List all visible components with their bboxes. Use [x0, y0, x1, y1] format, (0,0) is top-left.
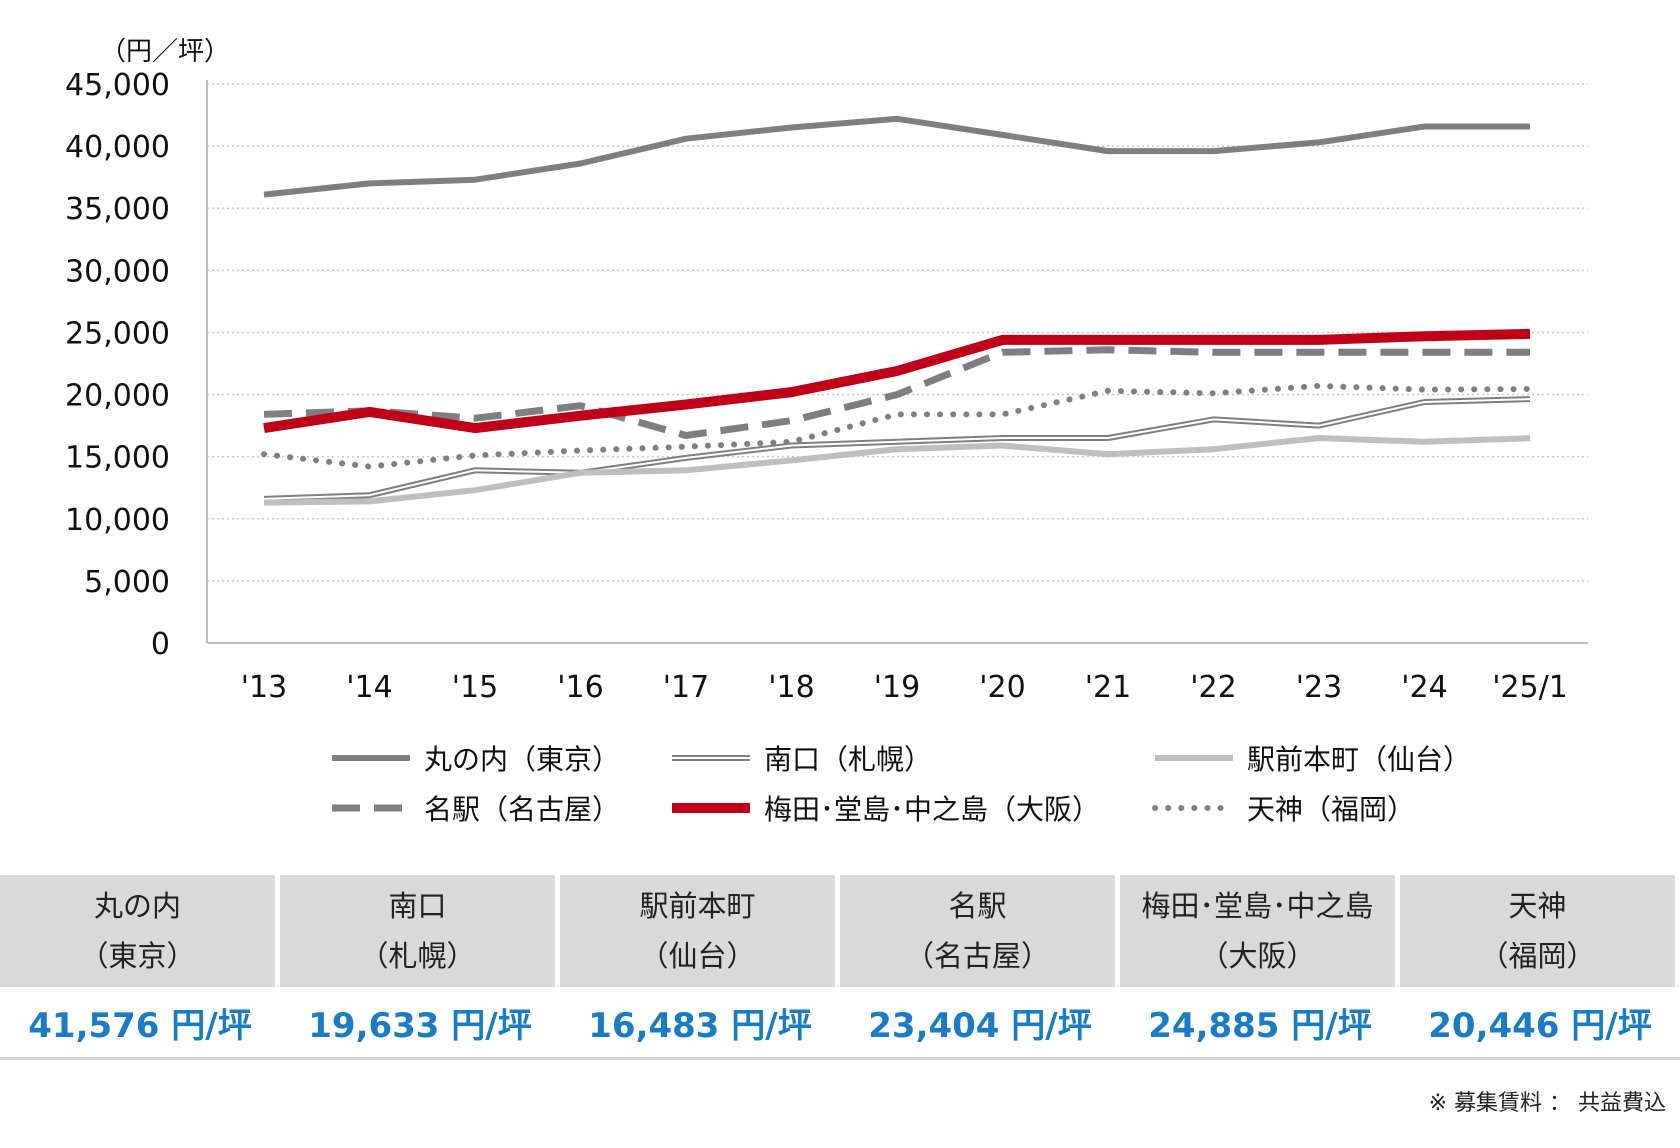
area-name: 梅田･堂島･中之島	[1141, 889, 1374, 923]
series-line-5	[261, 382, 1533, 470]
summary-header: 梅田･堂島･中之島 （大阪）	[1120, 875, 1400, 987]
legend-item: 駅前本町（仙台）	[1155, 743, 1471, 776]
legend-item: 梅田･堂島･中之島（大阪）	[672, 793, 1100, 826]
x-tick-label: '13	[241, 670, 287, 705]
summary-col-minamiguchi: 南口 （札幌） 19,633 円/坪	[280, 875, 560, 1057]
x-tick-label: '14	[346, 670, 392, 705]
gridlines	[207, 83, 1588, 582]
rent-value: 24,885 円/坪	[1148, 1005, 1372, 1046]
x-tick-label: '16	[557, 670, 603, 705]
summary-col-ekimae-honmachi: 駅前本町 （仙台） 16,483 円/坪	[560, 875, 840, 1057]
legend-label: 丸の内（東京）	[424, 743, 620, 776]
area-name: 天神	[1508, 889, 1567, 923]
y-tick-label: 40,000	[65, 130, 170, 165]
rent-value: 41,576 円/坪	[28, 1005, 252, 1046]
x-tick-label: '18	[768, 670, 814, 705]
summary-col-meieki: 名駅 （名古屋） 23,404 円/坪	[840, 875, 1120, 1057]
summary-header: 名駅 （名古屋）	[840, 875, 1120, 987]
summary-col-tenjin: 天神 （福岡） 20,446 円/坪	[1400, 875, 1680, 1057]
x-tick-label: '21	[1085, 670, 1131, 705]
legend: 丸の内（東京） 南口（札幌） 駅前本町（仙台） 名駅（名古屋） 梅田･堂島･中之島（大阪…	[332, 743, 1471, 826]
x-tick-label: '24	[1401, 670, 1447, 705]
series-line-2	[263, 435, 1531, 506]
y-tick-label: 15,000	[65, 441, 170, 476]
x-tick-label: '17	[663, 670, 709, 705]
line-chart: （円／坪） 45,000 40,000 35,000 30,000 25,000 20,0…	[65, 37, 1588, 826]
summary-col-marunouchi: 丸の内 （東京） 41,576 円/坪	[0, 875, 280, 1057]
city-name: （札幌）	[359, 939, 476, 973]
city-name: （仙台）	[639, 939, 756, 973]
legend-item: 名駅（名古屋）	[332, 793, 620, 826]
area-name: 南口	[388, 889, 447, 923]
legend-label: 梅田･堂島･中之島（大阪）	[764, 793, 1100, 826]
axes	[206, 80, 1588, 644]
summary-header: 南口 （札幌）	[280, 875, 560, 987]
series-line-4	[263, 328, 1531, 434]
y-unit-label: （円／坪）	[100, 37, 230, 67]
x-tick-label: '22	[1190, 670, 1236, 705]
legend-item: 丸の内（東京）	[332, 743, 620, 776]
x-tick-labels: '13 '14 '15 '16 '17 '18 '19 '20 '21 '22 '23 '24 '25/…	[241, 670, 1568, 705]
y-tick-label: 25,000	[65, 316, 170, 351]
summary-header: 丸の内 （東京）	[0, 875, 280, 987]
y-tick-label: 20,000	[65, 379, 170, 414]
legend-item: 天神（福岡）	[1152, 793, 1415, 826]
footnote: ※ 募集賃料 ： 共益費込	[1428, 1091, 1666, 1116]
y-tick-label: 30,000	[65, 254, 170, 289]
rent-value: 16,483 円/坪	[588, 1005, 812, 1046]
series-line-3	[263, 346, 1530, 439]
x-tick-label: '19	[874, 670, 920, 705]
city-name: （名古屋）	[904, 939, 1050, 973]
x-tick-label: '25/1	[1492, 670, 1568, 705]
summary-header: 駅前本町 （仙台）	[560, 875, 840, 987]
series-lines	[261, 115, 1533, 506]
rent-value: 19,633 円/坪	[308, 1005, 532, 1046]
area-name: 丸の内	[93, 889, 181, 923]
y-tick-label: 10,000	[65, 503, 170, 538]
city-name: （大阪）	[1199, 939, 1316, 973]
y-tick-label: 35,000	[65, 192, 170, 227]
city-name: （東京）	[79, 939, 196, 973]
x-tick-label: '20	[979, 670, 1025, 705]
y-tick-label: 5,000	[84, 565, 170, 600]
legend-label: 南口（札幌）	[764, 743, 932, 776]
rent-value: 23,404 円/坪	[868, 1005, 1092, 1046]
series-line-0	[263, 115, 1530, 198]
legend-label: 駅前本町（仙台）	[1247, 743, 1471, 776]
summary-col-umeda: 梅田･堂島･中之島 （大阪） 24,885 円/坪	[1120, 875, 1400, 1057]
legend-item: 南口（札幌）	[672, 743, 932, 776]
legend-label: 名駅（名古屋）	[424, 793, 620, 826]
summary-table: 丸の内 （東京） 41,576 円/坪 南口 （札幌） 19,633 円/坪 駅…	[0, 875, 1680, 1060]
city-name: （福岡）	[1479, 939, 1596, 973]
area-name: 駅前本町	[639, 889, 756, 923]
legend-label: 天神（福岡）	[1247, 793, 1415, 826]
rent-value: 20,446 円/坪	[1428, 1005, 1652, 1046]
y-tick-labels: 45,000 40,000 35,000 30,000 25,000 20,000 15,0…	[65, 68, 170, 662]
x-tick-label: '23	[1296, 670, 1342, 705]
x-tick-label: '15	[452, 670, 498, 705]
area-name: 名駅	[948, 889, 1007, 923]
series-line-1	[263, 396, 1531, 502]
y-tick-label: 0	[151, 627, 170, 662]
y-tick-label: 45,000	[65, 68, 170, 103]
summary-header: 天神 （福岡）	[1400, 875, 1680, 987]
